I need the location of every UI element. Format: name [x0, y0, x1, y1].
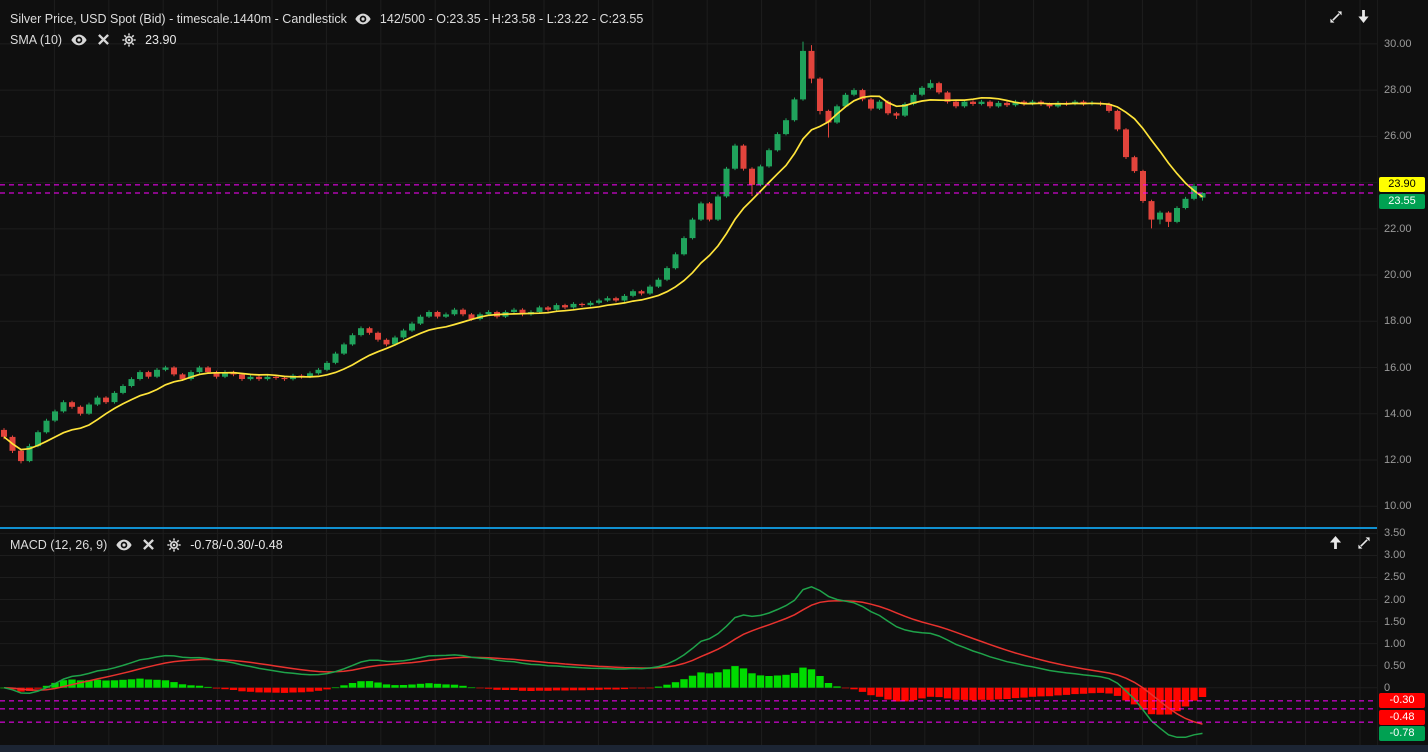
- macd-values: -0.78/-0.30/-0.48: [190, 537, 283, 552]
- grid: [0, 0, 1378, 527]
- sma-value: 23.90: [145, 32, 177, 47]
- axis-tick-label: 28.00: [1384, 84, 1412, 97]
- x-icon[interactable]: [95, 31, 112, 48]
- axis-tick-label: 3.50: [1384, 527, 1406, 540]
- axis-tick-label: 0.50: [1384, 659, 1406, 672]
- axis-tick-label: 14.00: [1384, 407, 1412, 420]
- axis-tick-label: 22.00: [1384, 222, 1412, 235]
- price-badge[interactable]: -0.78: [1379, 726, 1425, 742]
- pane-divider[interactable]: [0, 527, 1428, 529]
- time-axis-strip[interactable]: [0, 745, 1428, 752]
- macd-histogram: [0, 666, 1207, 715]
- axis-tick-label: 16.00: [1384, 361, 1412, 374]
- price-badge[interactable]: 23.90: [1379, 177, 1425, 193]
- signal-line: [3, 600, 1203, 725]
- chart-title: Silver Price, USD Spot (Bid) - timescale…: [10, 11, 347, 26]
- axis-tick-label: 10.00: [1384, 500, 1412, 513]
- axis-tick-label: 2.00: [1384, 593, 1406, 606]
- candles: [1, 41, 1206, 464]
- x-icon[interactable]: [140, 536, 157, 553]
- axis-tick-label: 2.50: [1384, 571, 1406, 584]
- gear-icon[interactable]: [120, 31, 137, 48]
- axis-tick-label: 3.00: [1384, 549, 1406, 562]
- axis-tick-label: 1.50: [1384, 615, 1406, 628]
- candlestick-chart[interactable]: [0, 0, 1378, 527]
- axis-tick-label: 30.00: [1384, 37, 1412, 50]
- axis-tick-label: 20.00: [1384, 269, 1412, 282]
- axis-tick-label: 1.00: [1384, 637, 1406, 650]
- eye-icon[interactable]: [355, 10, 372, 27]
- macd-indicator-label: MACD (12, 26, 9): [10, 537, 108, 552]
- diagonal-expand-icon[interactable]: [1327, 8, 1344, 25]
- price-badge[interactable]: 23.55: [1379, 193, 1425, 209]
- diagonal-expand-icon[interactable]: [1355, 534, 1372, 551]
- price-axis[interactable]: 30.0028.0026.0024.0022.0020.0018.0016.00…: [1377, 0, 1428, 752]
- sma-indicator-label: SMA (10): [10, 32, 63, 47]
- gear-icon[interactable]: [165, 536, 182, 553]
- bar-counter-ohlc-readout: 142/500 - O:23.35 - H:23.58 - L:23.22 - …: [379, 11, 644, 26]
- axis-tick-label: 12.00: [1384, 453, 1412, 466]
- price-badge[interactable]: -0.48: [1379, 709, 1425, 725]
- macd-chart[interactable]: [0, 529, 1378, 745]
- axis-tick-label: 18.00: [1384, 315, 1412, 328]
- axis-tick-label: 0: [1384, 681, 1391, 694]
- eye-icon[interactable]: [115, 536, 132, 553]
- price-badge[interactable]: -0.30: [1379, 693, 1425, 709]
- sma-line[interactable]: [3, 95, 1204, 451]
- down-arrow-icon[interactable]: [1355, 8, 1372, 25]
- main-pane-actions: [1327, 8, 1372, 25]
- axis-tick-label: 26.00: [1384, 130, 1412, 143]
- macd-pane-actions: [1327, 534, 1372, 551]
- macd-line: [3, 585, 1203, 739]
- up-arrow-icon[interactable]: [1327, 534, 1344, 551]
- eye-icon[interactable]: [70, 31, 87, 48]
- main-chart-header: Silver Price, USD Spot (Bid) - timescale…: [10, 8, 643, 50]
- macd-header: MACD (12, 26, 9) -0.78/-0.30/-0.48: [10, 534, 283, 555]
